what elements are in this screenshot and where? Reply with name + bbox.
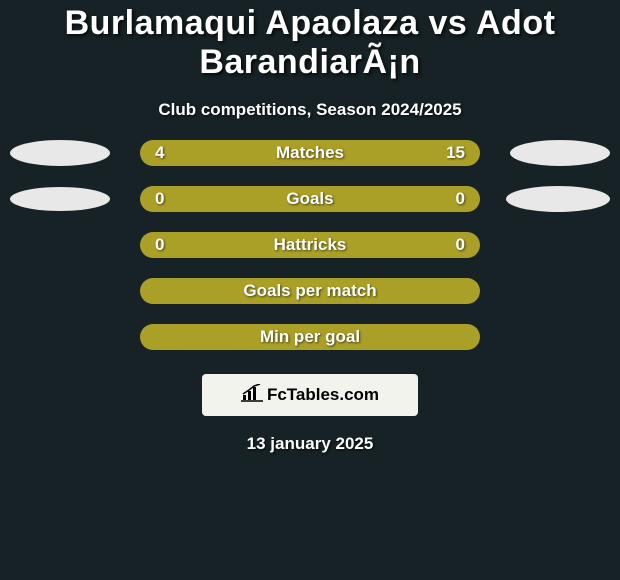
stat-value-left: 0 xyxy=(155,232,164,258)
page-title: Burlamaqui Apaolaza vs Adot BarandiarÃ¡n xyxy=(0,4,620,82)
stat-value-left: 0 xyxy=(155,186,164,212)
stat-row: Min per goal xyxy=(0,324,620,350)
logo-box: FcTables.com xyxy=(202,374,418,416)
stat-row: Matches4 15 xyxy=(0,140,620,166)
stat-row: Hattricks0 0 xyxy=(0,232,620,258)
stat-label: Matches xyxy=(140,140,480,166)
logo-text: FcTables.com xyxy=(267,385,379,405)
stat-row: Goals0 0 xyxy=(0,186,620,212)
stat-value-right: 15 xyxy=(446,140,465,166)
stat-value-left: 4 xyxy=(155,140,164,166)
bar-chart-icon xyxy=(241,384,263,407)
page-subtitle: Club competitions, Season 2024/2025 xyxy=(0,100,620,120)
stat-value-right: 0 xyxy=(456,186,465,212)
page-background: Burlamaqui Apaolaza vs Adot BarandiarÃ¡n… xyxy=(0,0,620,580)
team-ellipse-right xyxy=(510,140,610,166)
stat-row: Goals per match xyxy=(0,278,620,304)
stat-label: Hattricks xyxy=(140,232,480,258)
stat-label: Min per goal xyxy=(140,324,480,350)
stat-label: Goals per match xyxy=(140,278,480,304)
page-date: 13 january 2025 xyxy=(0,434,620,454)
team-ellipse-left xyxy=(10,140,110,166)
stat-value-right: 0 xyxy=(456,232,465,258)
stat-label: Goals xyxy=(140,186,480,212)
team-ellipse-left xyxy=(10,187,110,211)
stats-area: Matches415Goals00Hattricks00Goals per ma… xyxy=(0,140,620,350)
content-container: Burlamaqui Apaolaza vs Adot BarandiarÃ¡n… xyxy=(0,0,620,454)
team-ellipse-right xyxy=(506,186,610,212)
